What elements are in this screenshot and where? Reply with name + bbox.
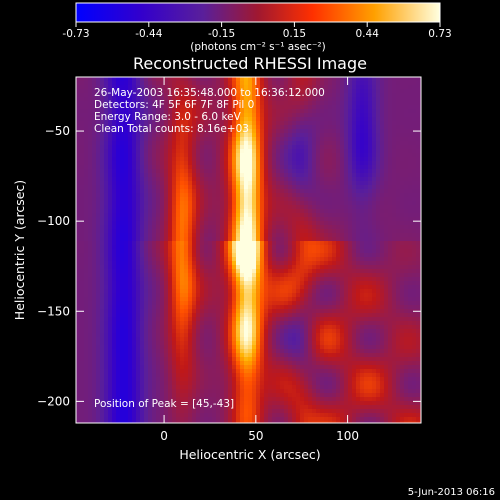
colorbar-tick-label: -0.73	[62, 28, 89, 40]
colorbar-tick-label: -0.15	[208, 28, 235, 40]
y-tick-label: −50	[45, 124, 70, 138]
y-axis-label: Heliocentric Y (arcsec)	[12, 180, 27, 320]
colorbar-units-label: (photons cm⁻² s⁻¹ asec⁻²)	[190, 41, 325, 53]
y-tick-label: −150	[37, 304, 70, 318]
y-tick-label: −200	[37, 394, 70, 408]
annotation-energy: Energy Range: 3.0 - 6.0 keV	[94, 111, 242, 123]
y-axis-ticks: −50 −100 −150 −200	[37, 124, 421, 408]
colorbar-tick-label: 0.15	[283, 28, 306, 40]
footer-date: 5-Jun-2013 06:16	[408, 487, 495, 498]
colorbar-tick-label: 0.73	[428, 28, 451, 40]
peak-position-label: Position of Peak = [45,-43]	[94, 398, 234, 410]
colorbar-ticks	[75, 22, 441, 27]
colorbar-tick-label: -0.44	[135, 28, 162, 40]
x-tick-label: 100	[336, 429, 359, 443]
x-tick-label: 50	[248, 429, 263, 443]
colorbar: -0.73 -0.44 -0.15 0.15 0.44 0.73 (photons cm⁻…	[62, 2, 452, 53]
plot-frame	[75, 76, 422, 424]
plot-area: 0 50 100 −50 −100 −150 −200	[37, 76, 422, 443]
x-tick-label: 0	[160, 429, 168, 443]
colorbar-tick-label: 0.44	[356, 28, 380, 40]
heatmap-image	[76, 77, 421, 423]
colorbar-tick-labels: -0.73 -0.44 -0.15 0.15 0.44 0.73	[62, 28, 451, 40]
annotation-counts: Clean Total counts: 8.16e+03	[94, 123, 249, 135]
annotation-block: 26-May-2003 16:35:48.000 to 16:36:12.000…	[94, 87, 325, 410]
y-tick-label: −100	[37, 214, 70, 228]
annotation-time: 26-May-2003 16:35:48.000 to 16:36:12.000	[94, 87, 325, 99]
x-axis-label: Heliocentric X (arcsec)	[179, 447, 320, 462]
colorbar-strip	[75, 2, 441, 23]
chart-title: Reconstructed RHESSI Image	[133, 54, 367, 73]
x-axis-ticks: 0 50 100	[160, 77, 359, 443]
annotation-detectors: Detectors: 4F 5F 6F 7F 8F Pil 0	[94, 99, 254, 111]
